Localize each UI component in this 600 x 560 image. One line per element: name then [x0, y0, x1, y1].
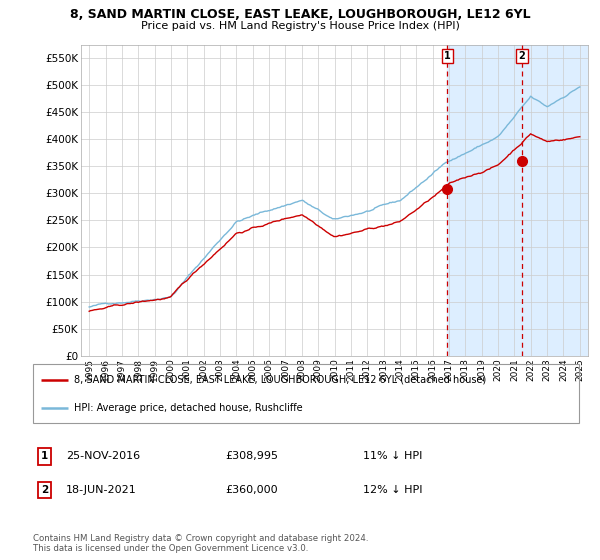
Text: Contains HM Land Registry data © Crown copyright and database right 2024.
This d: Contains HM Land Registry data © Crown c…: [33, 534, 368, 553]
Text: 8, SAND MARTIN CLOSE, EAST LEAKE, LOUGHBOROUGH, LE12 6YL: 8, SAND MARTIN CLOSE, EAST LEAKE, LOUGHB…: [70, 8, 530, 21]
Text: 2: 2: [41, 485, 48, 495]
Text: 2: 2: [518, 51, 526, 61]
Text: £308,995: £308,995: [225, 451, 278, 461]
Text: Price paid vs. HM Land Registry's House Price Index (HPI): Price paid vs. HM Land Registry's House …: [140, 21, 460, 31]
Text: 25-NOV-2016: 25-NOV-2016: [66, 451, 140, 461]
Bar: [448, 45, 588, 356]
Text: 1: 1: [41, 451, 48, 461]
Text: 8, SAND MARTIN CLOSE, EAST LEAKE, LOUGHBOROUGH, LE12 6YL (detached house): 8, SAND MARTIN CLOSE, EAST LEAKE, LOUGHB…: [74, 375, 486, 385]
Text: 18-JUN-2021: 18-JUN-2021: [66, 485, 137, 495]
Text: 1: 1: [444, 51, 451, 61]
Text: £360,000: £360,000: [225, 485, 278, 495]
Text: HPI: Average price, detached house, Rushcliffe: HPI: Average price, detached house, Rush…: [74, 403, 302, 413]
Text: 11% ↓ HPI: 11% ↓ HPI: [363, 451, 422, 461]
Text: 12% ↓ HPI: 12% ↓ HPI: [363, 485, 422, 495]
